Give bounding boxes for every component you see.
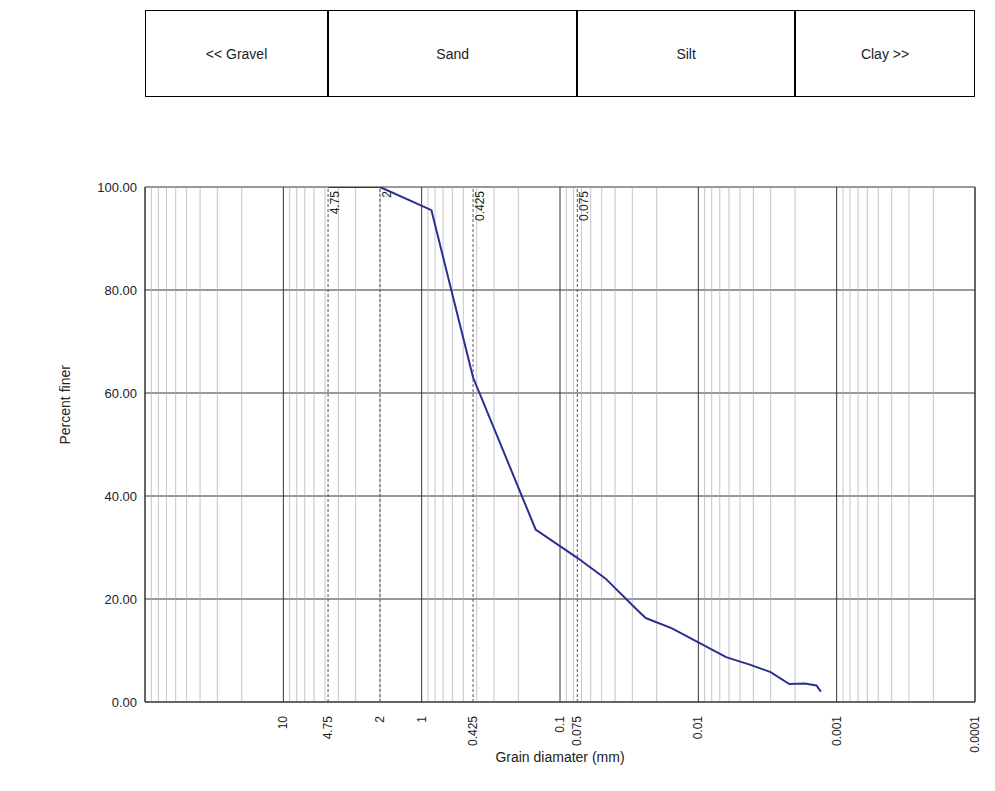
svg-text:4.75: 4.75 (328, 191, 342, 215)
svg-text:40.00: 40.00 (104, 489, 137, 504)
svg-text:0.075: 0.075 (577, 191, 591, 221)
svg-text:4.75: 4.75 (321, 716, 335, 740)
html-text:Silt: Silt (676, 45, 696, 62)
svg-text:Grain diamater (mm): Grain diamater (mm) (495, 749, 624, 765)
svg-text:1: 1 (415, 716, 429, 723)
svg-text:2: 2 (373, 716, 387, 723)
svg-text:20.00: 20.00 (104, 592, 137, 607)
svg-text:10: 10 (276, 716, 290, 730)
svg-text:0.001: 0.001 (830, 716, 844, 746)
html-text:Clay >>: Clay >> (860, 45, 910, 62)
svg-text:0.00: 0.00 (112, 695, 137, 710)
svg-text:100.00: 100.00 (97, 180, 137, 195)
svg-text:0.1: 0.1 (553, 716, 567, 733)
svg-text:0.01: 0.01 (691, 716, 705, 740)
svg-text:0.0001: 0.0001 (968, 716, 982, 753)
html-text:<< Gravel: << Gravel (205, 45, 268, 62)
html-text:Sand: Sand (436, 45, 469, 62)
svg-text:60.00: 60.00 (104, 386, 137, 401)
svg-text:0.425: 0.425 (466, 716, 480, 746)
svg-text:0.425: 0.425 (473, 191, 487, 221)
svg-text:2: 2 (380, 191, 394, 198)
svg-text:0.075: 0.075 (570, 716, 584, 746)
svg-text:80.00: 80.00 (104, 283, 137, 298)
svg-text:Percent finer: Percent finer (57, 365, 73, 445)
